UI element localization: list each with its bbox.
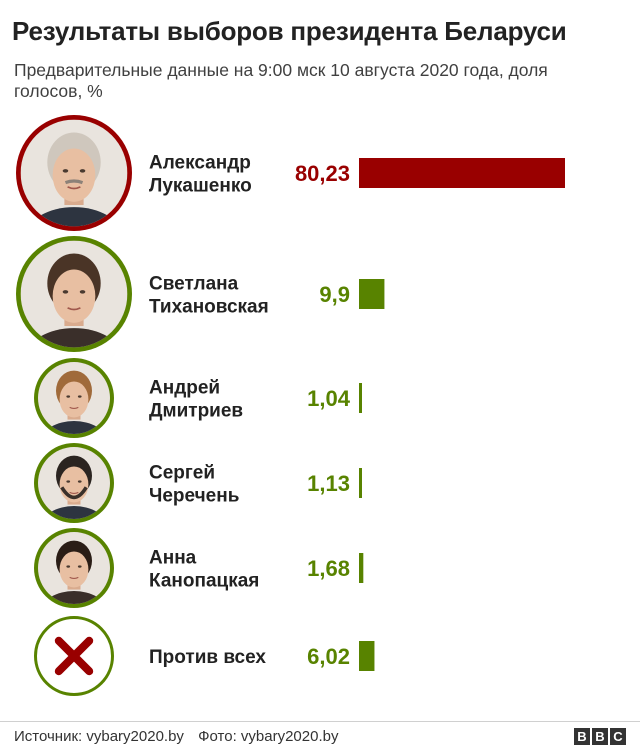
value-label: 9,9 [319,282,350,307]
bar [359,158,565,188]
candidate-name-line: Черечень [149,486,239,507]
candidate-name-line: Анна [149,548,197,569]
candidate-row: Против всех 6,02 [34,616,375,696]
candidate-name-line: Андрей [149,378,220,399]
chart-subtitle: Предварительные данные на 9:00 мск 10 ав… [14,60,548,101]
value-label: 6,02 [307,644,350,669]
value-label: 1,13 [307,471,350,496]
source-credit: Источник: vybary2020.by [14,728,184,745]
bar [359,553,364,583]
bar [359,383,362,413]
bbc-logo: B B C [574,728,626,745]
photo-credit: Фото: vybary2020.by [198,728,339,745]
bbc-logo-letter-2: B [592,728,608,745]
candidate-name-line: Дмитриев [149,401,243,422]
x-mark-icon [54,636,94,676]
candidate-name-line: Тихановская [149,297,269,318]
portrait-photo [38,532,110,604]
candidate-avatar [34,443,114,523]
bbc-logo-letter-1: B [574,728,590,745]
footer: Источник: vybary2020.by Фото: vybary2020… [14,728,348,745]
bbc-logo-letter-3: C [610,728,626,745]
value-label: 80,23 [295,161,350,186]
candidate-name-line: Сергей [149,463,215,484]
candidate-name-line: Против всех [149,647,266,668]
candidate-avatar [16,115,132,231]
bar [359,468,362,498]
bar [359,279,385,309]
candidate-avatar [34,528,114,608]
candidate-name-line: Канопацкая [149,571,259,592]
candidate-name-line: Светлана [149,274,239,295]
chart-title: Результаты выборов президента Беларуси [12,16,567,46]
candidate-avatar [16,236,132,352]
candidate-name-line: Александр [149,153,251,174]
against-all-icon [34,616,114,696]
footer-divider [0,721,640,722]
value-label: 1,04 [307,386,351,411]
bar [359,641,375,671]
value-label: 1,68 [307,556,350,581]
candidate-name-line: Лукашенко [149,176,252,197]
candidate-avatar [34,358,114,438]
